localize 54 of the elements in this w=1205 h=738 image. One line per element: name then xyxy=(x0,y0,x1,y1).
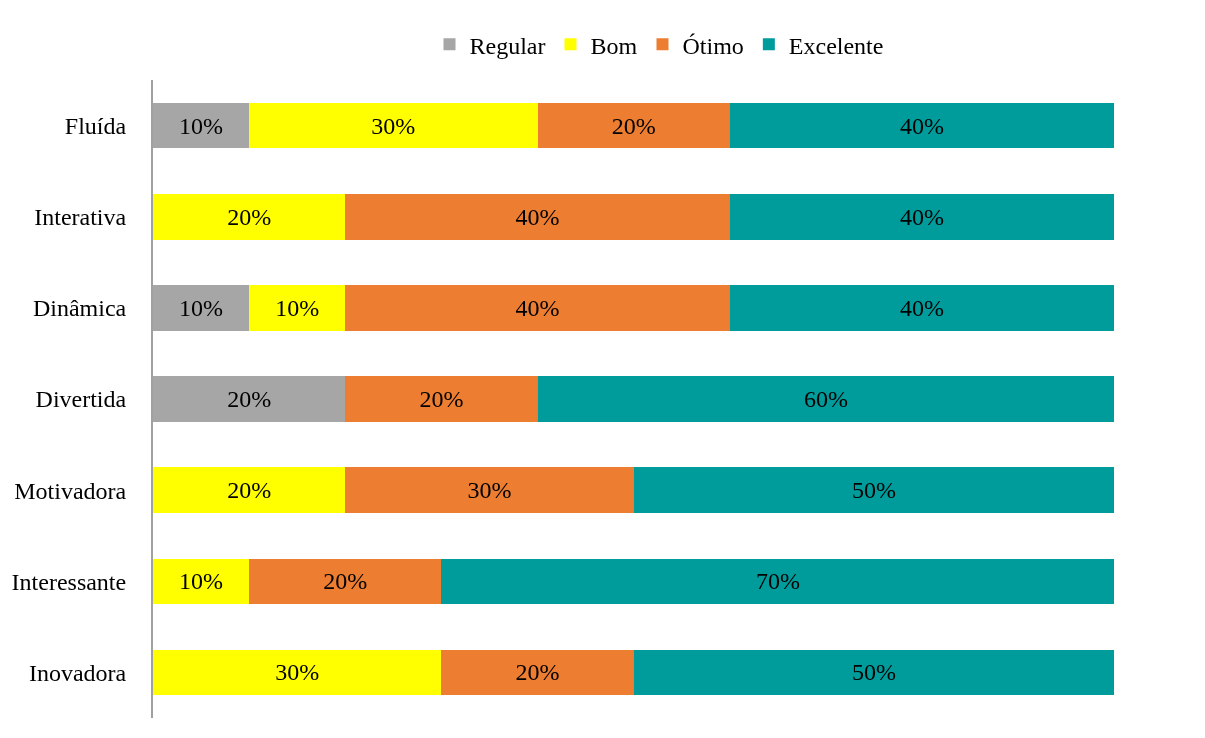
y-tick-label: Interessante xyxy=(11,568,127,595)
data-label: 40% xyxy=(900,112,945,139)
data-label: 30% xyxy=(467,477,512,504)
bar xyxy=(345,376,538,422)
bar xyxy=(153,467,346,513)
data-label: 10% xyxy=(275,294,320,321)
data-label: 10% xyxy=(179,568,224,595)
bar xyxy=(249,102,538,149)
data-label: 40% xyxy=(515,203,560,230)
y-tick-label: Dinâmica xyxy=(32,295,127,322)
y-tick-label: Inovadora xyxy=(28,659,127,686)
bar xyxy=(345,193,730,240)
bar xyxy=(153,649,442,696)
legend-label: Ótimo xyxy=(682,32,744,59)
legend-label: Regular xyxy=(469,32,546,59)
data-label: 70% xyxy=(755,568,800,595)
bar xyxy=(729,285,1115,331)
data-label: 40% xyxy=(900,203,945,230)
y-tick-label: Fluída xyxy=(64,112,127,139)
data-label: 50% xyxy=(852,659,897,686)
bar xyxy=(729,193,1115,240)
bar xyxy=(345,285,730,331)
data-label: 20% xyxy=(323,568,368,595)
legend-label: Bom xyxy=(590,32,638,59)
data-label: 20% xyxy=(227,386,272,412)
data-label: 20% xyxy=(227,477,272,504)
bar xyxy=(249,558,442,605)
bar xyxy=(537,102,730,149)
data-label: 20% xyxy=(419,386,464,412)
data-label: 60% xyxy=(803,386,848,412)
data-label: 30% xyxy=(275,659,320,686)
bar xyxy=(153,558,250,605)
legend-label: Excelente xyxy=(788,32,884,59)
bar xyxy=(153,193,346,240)
bar xyxy=(441,649,634,696)
bar xyxy=(537,376,1115,422)
data-label: 40% xyxy=(900,294,945,321)
data-label: 20% xyxy=(515,659,560,686)
data-label: 20% xyxy=(611,112,656,139)
bar xyxy=(633,467,1115,513)
bar xyxy=(249,285,346,331)
data-label: 40% xyxy=(515,294,560,321)
data-label: 50% xyxy=(852,477,897,504)
data-label: 30% xyxy=(371,112,416,139)
bar xyxy=(729,102,1115,149)
y-tick-label: Interativa xyxy=(34,204,127,231)
bar xyxy=(633,649,1115,696)
bar xyxy=(441,558,1115,605)
data-label: 10% xyxy=(179,112,224,139)
y-tick-label: Divertida xyxy=(35,386,127,413)
data-label: 10% xyxy=(179,294,224,321)
y-tick-label: Motivadora xyxy=(14,477,127,504)
data-label: 20% xyxy=(227,203,272,230)
bar xyxy=(345,467,634,513)
